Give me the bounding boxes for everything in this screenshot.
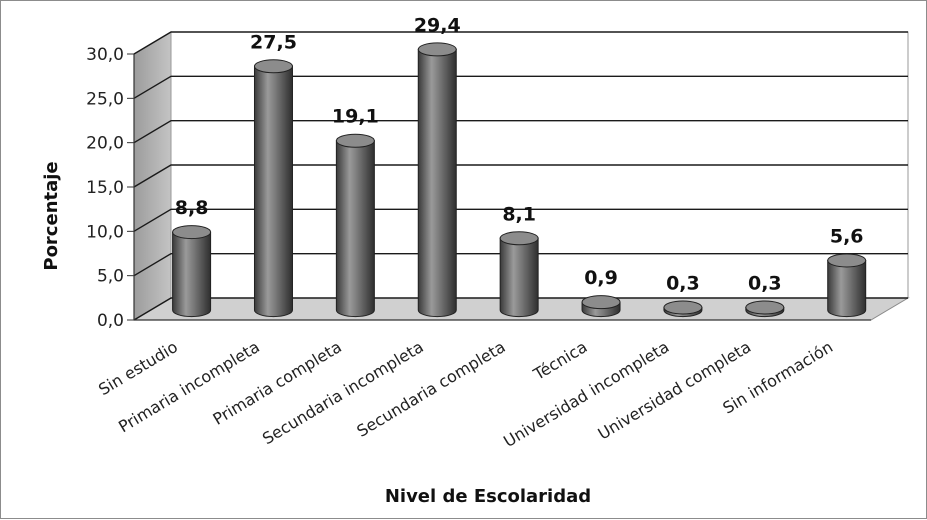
bar: [335, 133, 375, 318]
y-tick-label: 0,0: [97, 311, 124, 331]
gridline: [133, 75, 908, 99]
x-axis-title: Nivel de Escolaridad: [385, 486, 591, 507]
bar-top: [663, 300, 703, 315]
bar: [745, 300, 785, 318]
data-label: 5,6: [830, 225, 864, 247]
gridline: [133, 297, 908, 321]
data-labels: 8,8 27,5 19,1 29,4 8,1 0,9 0,3 0,3 5,6: [175, 14, 864, 294]
y-tick-label: 10,0: [86, 222, 124, 242]
data-label: 19,1: [332, 106, 379, 128]
gridline: [133, 164, 908, 188]
bar-body: [827, 259, 867, 318]
bar-body: [253, 65, 293, 318]
data-label: 8,8: [175, 197, 209, 219]
bar: [827, 253, 867, 318]
y-tick-label: 5,0: [97, 267, 124, 287]
gridlines: [133, 31, 908, 321]
data-label: 0,3: [748, 272, 782, 294]
bar: [581, 295, 621, 318]
y-axis-ticks: 0,0 5,0 10,0 15,0 20,0 25,0 30,0: [86, 45, 871, 331]
y-tick-label: 30,0: [86, 45, 124, 65]
gridline: [133, 31, 908, 55]
y-tick-label: 20,0: [86, 134, 124, 154]
bar: [417, 42, 457, 318]
y-axis-title: Porcentaje: [41, 161, 62, 270]
bar-top: [172, 225, 212, 240]
bar-top: [581, 295, 621, 310]
bar-body: [499, 237, 539, 318]
bar-top: [253, 59, 293, 74]
bar: [663, 300, 703, 318]
bar-top: [827, 253, 867, 268]
data-label: 0,3: [666, 272, 700, 294]
x-tick-label: Primaria incompleta: [115, 337, 263, 436]
bar-body: [172, 231, 212, 318]
bar: [253, 59, 293, 318]
bar-body: [417, 48, 457, 318]
gridline: [133, 119, 908, 144]
x-tick-label: Técnica: [529, 337, 590, 384]
data-label: 29,4: [414, 14, 461, 36]
x-tick-label: Secundaria completa: [353, 337, 508, 441]
bar: [499, 231, 539, 318]
bar-top: [335, 133, 375, 148]
gridline: [133, 252, 908, 277]
bar-top: [745, 300, 785, 315]
gridline: [133, 208, 908, 232]
bar-body: [335, 140, 375, 318]
data-label: 0,9: [584, 267, 618, 289]
bar: [172, 225, 212, 318]
data-label: 27,5: [250, 31, 297, 53]
bars: [172, 42, 867, 318]
y-tick-label: 25,0: [86, 89, 124, 109]
bar-top: [499, 231, 539, 246]
y-tick-label: 15,0: [86, 178, 124, 198]
bar-top: [417, 42, 457, 57]
x-tick-label: Universidad completa: [595, 337, 755, 443]
data-label: 8,1: [502, 203, 536, 225]
